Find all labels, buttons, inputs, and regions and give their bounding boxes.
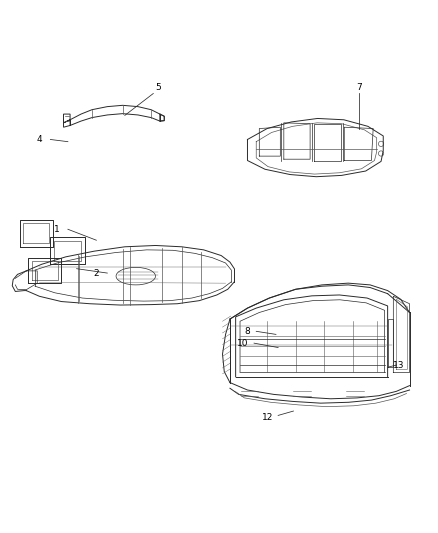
Text: 12: 12	[261, 413, 273, 422]
Text: 5: 5	[155, 83, 161, 92]
Text: 1: 1	[54, 225, 60, 234]
Text: 4: 4	[37, 135, 42, 144]
Text: 13: 13	[393, 360, 404, 369]
Polygon shape	[160, 114, 164, 121]
Text: 7: 7	[356, 83, 362, 92]
Text: 10: 10	[237, 338, 249, 348]
Text: 8: 8	[244, 327, 251, 336]
Text: 2: 2	[94, 269, 99, 278]
Polygon shape	[64, 114, 70, 127]
